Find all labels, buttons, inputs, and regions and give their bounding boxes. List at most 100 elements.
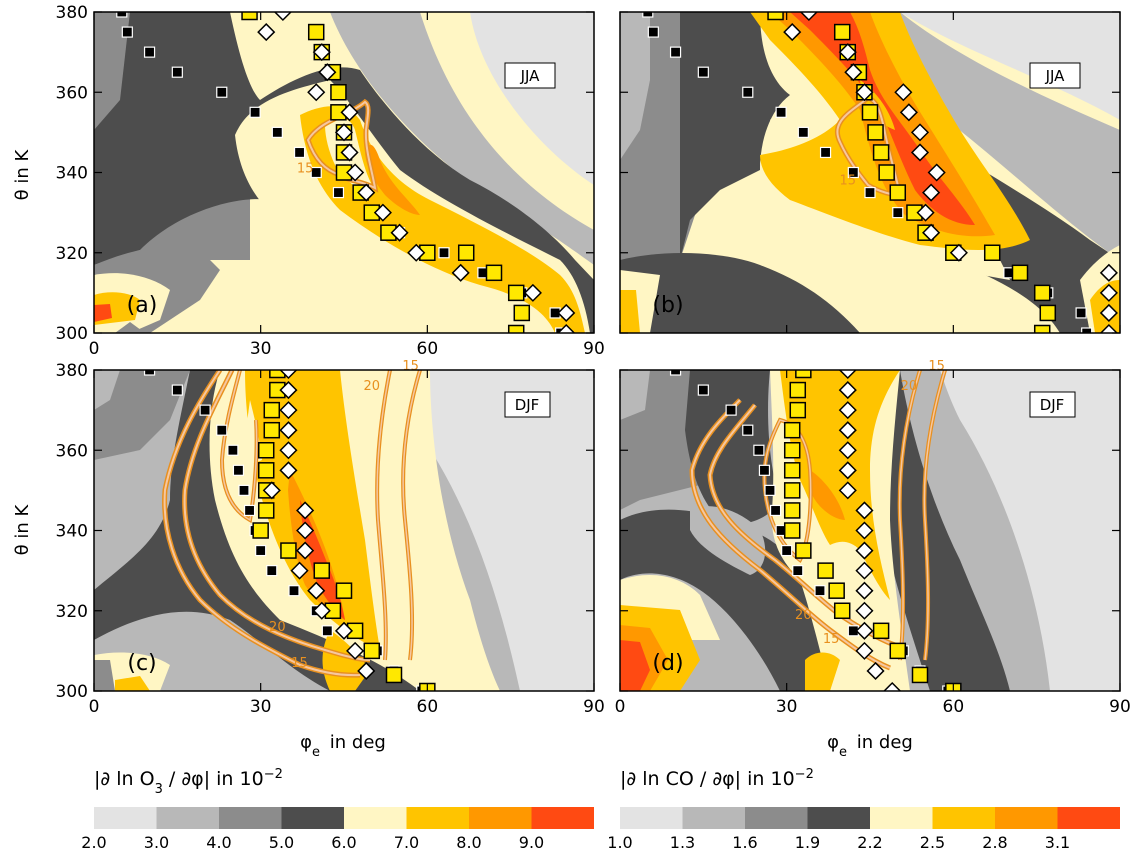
diamond-marker (279, 381, 298, 400)
y-tick-label: 340 (56, 164, 88, 184)
diamond-marker (783, 23, 802, 42)
colorbar-swatch (620, 807, 683, 829)
colorbar-label: 1.6 (732, 833, 757, 850)
diamond-marker (866, 661, 885, 680)
diamond-marker (883, 681, 902, 691)
diamond-marker (844, 63, 863, 82)
x-tick-label: 60 (417, 697, 439, 717)
panel-d-season-label: DJF (1040, 396, 1065, 414)
yellow-square-marker (889, 184, 907, 201)
yellow-square-marker (313, 562, 331, 579)
yellow-square-marker (828, 582, 845, 599)
colorbar-label: 7.0 (394, 833, 419, 850)
black-square-marker (742, 86, 754, 98)
y-tick-label: 360 (56, 83, 88, 103)
colorbar-swatch (870, 807, 933, 829)
yellow-square-marker (269, 370, 286, 379)
panel-b-season-box (1029, 62, 1081, 89)
yellow-square-marker (1033, 284, 1051, 302)
diamond-marker (855, 601, 874, 620)
yellow-square-marker (767, 12, 784, 21)
diamond-marker (318, 63, 337, 82)
black-square-marker (1075, 307, 1087, 319)
black-square-marker (819, 146, 832, 159)
panel-a-letter: (a) (127, 293, 158, 318)
panel-c-ticks: 0 30 60 90 300 320 340 360 380 (56, 361, 605, 717)
diamond-marker (916, 203, 935, 222)
contour-label: 20 (269, 620, 286, 635)
yellow-square-marker (867, 124, 884, 141)
panel-b: 15 JJA (b) (619, 11, 1121, 334)
x-tick-label: 90 (1109, 697, 1131, 717)
yellow-square-marker (889, 642, 907, 660)
colorbar-label: 5.0 (269, 833, 294, 850)
panel-a-contour-15 (305, 98, 379, 193)
black-square-marker (143, 46, 156, 58)
diamond-marker (557, 303, 576, 322)
panel-c-markers (143, 370, 436, 691)
black-square-marker (332, 186, 345, 199)
yellow-square-marker (1011, 264, 1029, 282)
panel-b-season-label: JJA (1045, 67, 1066, 85)
black-square-marker (321, 625, 333, 637)
yellow-square-marker (241, 12, 258, 21)
yellow-square-marker (861, 104, 879, 121)
x-tick-label: 30 (250, 339, 272, 359)
contour-label: 15 (291, 656, 308, 671)
yellow-square-marker (257, 462, 275, 479)
yellow-square-marker (983, 244, 1001, 261)
colorbar-swatch (406, 807, 469, 829)
diamond-marker (838, 43, 857, 62)
black-square-marker (847, 166, 859, 179)
diamond-marker (312, 601, 331, 620)
yellow-square-marker (485, 264, 503, 282)
y-tick-label: 380 (56, 3, 88, 23)
diamond-marker (838, 401, 857, 420)
black-square-marker (764, 484, 776, 496)
yellow-square-marker (252, 522, 269, 539)
yellow-square-marker (335, 582, 353, 599)
diamond-marker (279, 421, 298, 440)
diamond-marker (855, 501, 874, 520)
colorbar-swatch (807, 807, 870, 829)
diamond-marker (273, 12, 292, 22)
yellow-square-marker (817, 562, 834, 579)
colorbar-label: 9.0 (519, 833, 544, 850)
diamond-marker (407, 243, 426, 262)
colorbar-label: 6.0 (331, 833, 356, 850)
x-tick-label: 90 (583, 339, 605, 359)
black-square-marker (669, 46, 682, 58)
diamond-marker (307, 581, 326, 600)
colorbar-label: 1.0 (607, 833, 632, 850)
diamond-marker (334, 123, 354, 142)
diamond-marker (279, 370, 298, 380)
x-tick-label: 0 (89, 697, 100, 717)
diamond-marker (927, 163, 946, 182)
panel-a-season-box (504, 62, 556, 89)
panel-b-ticks (619, 11, 1121, 334)
panel-a: 15 0 30 60 90 300 320 340 360 380 JJA (a) θ in K (12, 3, 605, 359)
yellow-square-marker (1039, 304, 1057, 322)
x-tick-label: 0 (89, 339, 100, 359)
black-square-marker (725, 404, 737, 416)
y-tick-label: 320 (56, 602, 88, 622)
colorbar-label: 8.0 (456, 833, 481, 850)
y-tick-label: 380 (56, 361, 88, 381)
panel-a-markers (116, 12, 576, 333)
black-square-marker (769, 504, 782, 517)
yellow-square-marker (872, 144, 890, 161)
yellow-square-marker (507, 324, 525, 333)
diamond-marker (307, 83, 326, 102)
diamond-marker (334, 621, 354, 640)
panel-b-fill (620, 12, 1120, 333)
yellow-square-marker (833, 23, 851, 41)
diamond-marker (451, 263, 470, 282)
yellow-square-marker (783, 421, 801, 439)
panel-a-ticks: 0 30 60 90 300 320 340 360 380 (56, 3, 605, 359)
panel-a-ylabel: θ in K (12, 148, 33, 200)
colorbar-o3: |∂ ln O3 / ∂φ| in 10−2 2.0 3.0 4.0 5.0 6.0 7.0… (81, 767, 594, 850)
diamond-marker (838, 370, 857, 380)
panel-a-contour-labels: 15 (297, 162, 314, 177)
yellow-square-marker (507, 284, 525, 302)
x-tick-label: 60 (417, 339, 439, 359)
